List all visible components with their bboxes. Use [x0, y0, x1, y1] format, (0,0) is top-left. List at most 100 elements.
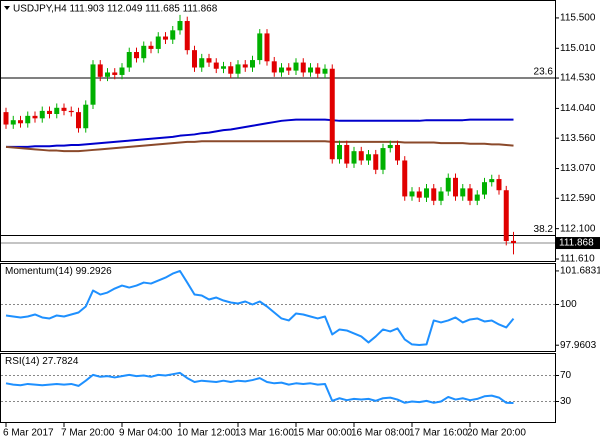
open-value: 111.903	[70, 3, 105, 14]
y-tick-label: 115.010	[560, 43, 596, 54]
rsi-panel	[0, 353, 556, 423]
candle-body	[395, 144, 400, 161]
candle-body	[177, 21, 183, 31]
momentum-panel	[0, 263, 556, 352]
level-label: 38.2	[534, 224, 554, 235]
candle-body	[47, 110, 52, 114]
candle-body	[358, 151, 364, 161]
candle-body	[293, 62, 299, 71]
candle-body	[387, 144, 393, 149]
menu-icon	[4, 6, 10, 10]
x-tick-label: 17 Mar 16:00	[409, 428, 468, 439]
indicator-line	[5, 269, 515, 347]
candle-body	[467, 188, 473, 201]
candle-body	[242, 64, 248, 68]
candle-body	[445, 177, 451, 192]
candle-body	[366, 154, 371, 161]
candle-body	[192, 50, 197, 68]
indicator-line	[5, 371, 514, 404]
candle-body	[25, 115, 31, 124]
indicator-value: 99.2926	[76, 266, 113, 277]
x-tick-label: 15 Mar 00:00	[293, 428, 352, 439]
candle-body	[271, 61, 277, 73]
momentum-title: Momentum(14) 99.2926	[5, 266, 112, 277]
y-tick-label: 114.530	[560, 73, 596, 84]
candle-body	[97, 64, 103, 77]
low-value: 111.685	[145, 3, 180, 14]
header: USDJPY,H4 111.903 112.049 111.685 111.86…	[13, 3, 218, 14]
candle-body	[126, 52, 132, 68]
candle-body	[431, 188, 437, 201]
candle-body	[32, 115, 38, 119]
price-label: 111.868	[559, 238, 594, 249]
candle-body	[3, 112, 9, 125]
candle-body	[141, 45, 147, 59]
candle-body	[18, 120, 23, 124]
candle-body	[90, 64, 96, 105]
y-tick-label: 70	[560, 370, 572, 381]
candle-body	[184, 21, 190, 51]
candle-body	[235, 64, 241, 74]
y-tick-label: 114.040	[560, 103, 596, 114]
candle-body	[438, 191, 444, 201]
candle-body	[344, 144, 350, 164]
candle-body	[206, 58, 212, 63]
candle-body	[155, 36, 161, 49]
y-tick-label: 115.500	[560, 13, 596, 24]
price-panel	[0, 0, 556, 262]
candle-body	[489, 179, 495, 183]
candle-body	[496, 179, 502, 191]
y-tick-label: 101.6831	[560, 266, 600, 277]
candle-body	[416, 191, 422, 198]
candle-body	[373, 154, 379, 170]
candle-body	[329, 68, 335, 160]
indicator-name: Momentum(14)	[5, 266, 73, 277]
candle-body	[54, 107, 60, 114]
candle-body	[482, 182, 487, 195]
candle-body	[322, 68, 328, 74]
indicator-name: RSI(14)	[5, 356, 39, 367]
y-tick-label: 30	[560, 396, 572, 407]
candle-body	[134, 52, 139, 59]
level-label: 23.6	[534, 67, 554, 78]
moving-average	[5, 140, 514, 153]
price-label-box	[555, 237, 600, 250]
candle-body	[300, 62, 306, 73]
candle-body	[409, 191, 415, 197]
y-tick-label: 97.9603	[560, 340, 597, 351]
candle-body	[228, 66, 234, 74]
symbol: USDJPY,H4	[13, 3, 67, 14]
moving-average	[6, 118, 514, 148]
candle-body	[10, 120, 16, 125]
candle-body	[199, 58, 205, 68]
candle-body	[453, 177, 458, 197]
candle-body	[402, 160, 408, 197]
candle-body	[308, 67, 313, 73]
candle-body	[474, 194, 480, 201]
x-tick-label: 13 Mar 16:00	[235, 428, 294, 439]
y-tick-label: 112.590	[560, 193, 596, 204]
x-tick-label: 10 Mar 12:00	[177, 428, 236, 439]
candle-body	[460, 188, 466, 197]
candle-body	[424, 188, 429, 198]
y-tick-label: 111.610	[560, 254, 595, 265]
candle-body	[279, 67, 284, 73]
candle-body	[170, 30, 176, 40]
candle-body	[351, 151, 357, 164]
candle-body	[380, 148, 386, 170]
candle-body	[68, 110, 74, 113]
plot-layer: 115.500 115.010 114.530 114.040 113.560 113.0…	[1, 13, 600, 439]
candle-body	[286, 67, 292, 71]
candle-body	[511, 240, 516, 244]
y-tick-label: 113.560	[560, 133, 596, 144]
candle-body	[83, 104, 89, 129]
candle-body	[315, 67, 321, 74]
y-tick-label: 112.100	[560, 223, 596, 234]
high-value: 112.049	[107, 3, 143, 14]
candle-body	[503, 190, 509, 242]
candle-body	[213, 62, 219, 69]
y-tick-label: 100	[560, 299, 577, 310]
candle-body	[119, 67, 125, 75]
